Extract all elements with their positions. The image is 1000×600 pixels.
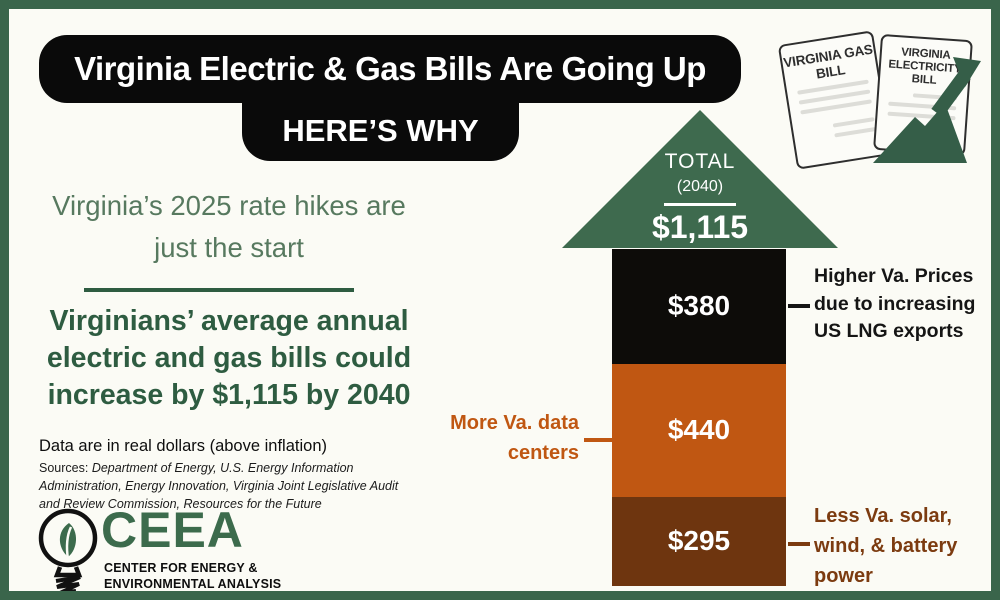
callout-connector-renewables	[788, 542, 810, 546]
callout-connector-lng	[788, 304, 810, 308]
callout-lng-exports: Higher Va. Prices due to increasing US L…	[814, 265, 976, 343]
logo-name: CENTER FOR ENERGY & ENVIRONMENTAL ANALYS…	[104, 560, 282, 591]
rising-arrow-icon	[873, 57, 981, 163]
segment-value: $440	[667, 414, 731, 446]
bar-segment-data-centers: $440	[612, 363, 786, 497]
segment-value: $380	[667, 290, 731, 322]
lightbulb-leaf-icon	[38, 508, 98, 591]
callout-data-centers: More Va. data centers	[450, 412, 579, 464]
logo-name-line2: ENVIRONMENTAL ANALYSIS	[104, 577, 282, 591]
sources-note: Sources: Department of Energy, U.S. Ener…	[39, 460, 417, 513]
data-note: Data are in real dollars (above inflatio…	[39, 437, 327, 455]
heres-why-label: HERE’S WHY	[282, 113, 479, 148]
total-triangle: TOTAL (2040) $1,115	[562, 110, 838, 248]
intro-statement: Virginia’s 2025 rate hikes are just the …	[52, 190, 406, 263]
stacked-bar: $380 $440 $295	[612, 249, 786, 587]
total-underline	[664, 203, 736, 206]
total-label: TOTAL	[664, 150, 736, 173]
page-title: Virginia Electric & Gas Bills Are Going …	[74, 50, 706, 87]
segment-value: $295	[667, 525, 731, 557]
bar-segment-renewables: $295	[612, 496, 786, 587]
triangle-shape-icon	[562, 110, 838, 248]
total-value: $1,115	[651, 209, 749, 245]
bar-segment-lng-exports: $380	[612, 249, 786, 364]
total-year: (2040)	[676, 178, 724, 195]
callout-renewables: Less Va. solar, wind, & battery power	[814, 505, 958, 587]
logo-acronym: CEEA	[101, 502, 244, 558]
headline-statement: Virginians’ average annual electric and …	[46, 305, 412, 412]
sources-text: Department of Energy, U.S. Energy Inform…	[39, 461, 399, 511]
sources-prefix: Sources:	[39, 461, 92, 475]
title-banner: Virginia Electric & Gas Bills Are Going …	[39, 35, 741, 103]
section-divider	[84, 288, 354, 292]
callout-connector-data-centers	[584, 438, 612, 442]
logo-name-line1: CENTER FOR ENERGY &	[104, 561, 258, 575]
